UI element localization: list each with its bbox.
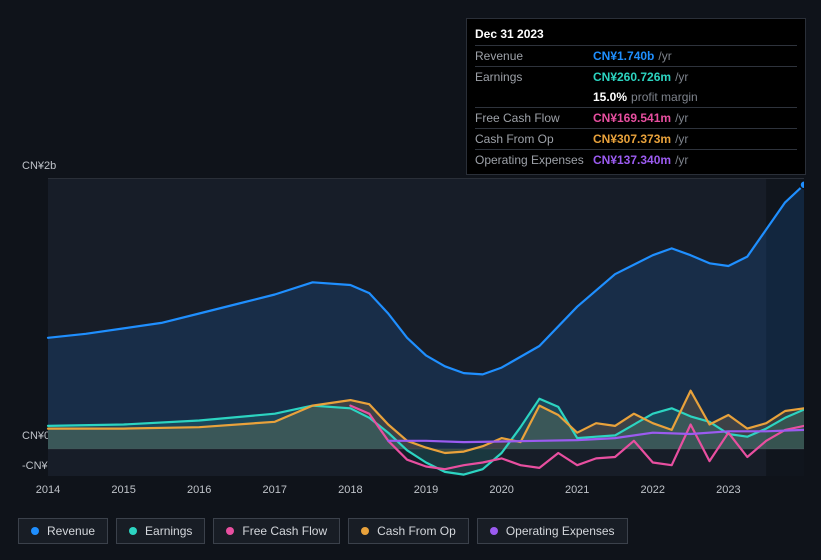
- tooltip-box: Dec 31 2023 RevenueCN¥1.740b/yrEarningsC…: [466, 18, 806, 175]
- tooltip-label: Cash From Op: [475, 132, 593, 146]
- x-axis: 2014 2015 2016 2017 2018 2019 2020 2021 2022 2023: [18, 484, 804, 500]
- x-tick-label: 2018: [338, 484, 362, 496]
- tooltip-label: Earnings: [475, 70, 593, 84]
- tooltip-unit: /yr: [658, 49, 671, 63]
- tooltip-value: 15.0%: [593, 90, 627, 104]
- legend-label: Free Cash Flow: [242, 524, 327, 538]
- legend-label: Cash From Op: [377, 524, 456, 538]
- legend-item[interactable]: Operating Expenses: [477, 518, 628, 544]
- tooltip-value: CN¥307.373m: [593, 132, 671, 146]
- legend-dot-icon: [361, 527, 369, 535]
- tooltip-date: Dec 31 2023: [475, 25, 797, 45]
- tooltip-value: CN¥1.740b: [593, 49, 654, 63]
- tooltip-row: Cash From OpCN¥307.373m/yr: [475, 128, 797, 149]
- tooltip-label: Free Cash Flow: [475, 111, 593, 125]
- tooltip-unit: /yr: [675, 70, 688, 84]
- tooltip-unit: /yr: [675, 132, 688, 146]
- legend-item[interactable]: Earnings: [116, 518, 205, 544]
- tooltip-row: EarningsCN¥260.726m/yr: [475, 66, 797, 87]
- legend-label: Revenue: [47, 524, 95, 538]
- tooltip-label: Operating Expenses: [475, 153, 593, 167]
- legend-label: Earnings: [145, 524, 192, 538]
- legend: Revenue Earnings Free Cash Flow Cash From O…: [18, 518, 628, 544]
- x-tick-label: 2016: [187, 484, 211, 496]
- legend-item[interactable]: Cash From Op: [348, 518, 469, 544]
- legend-item[interactable]: Free Cash Flow: [213, 518, 340, 544]
- tooltip-value: CN¥260.726m: [593, 70, 671, 84]
- x-tick-label: 2019: [414, 484, 438, 496]
- tooltip-row: Operating ExpensesCN¥137.340m/yr: [475, 149, 797, 170]
- legend-label: Operating Expenses: [506, 524, 615, 538]
- x-tick-label: 2023: [716, 484, 740, 496]
- legend-dot-icon: [129, 527, 137, 535]
- chart-area[interactable]: [18, 178, 804, 476]
- x-tick-label: 2022: [641, 484, 665, 496]
- x-tick-label: 2017: [263, 484, 287, 496]
- x-tick-label: 2020: [489, 484, 513, 496]
- tooltip-row: 15.0% profit margin: [475, 87, 797, 107]
- tooltip-value: CN¥169.541m: [593, 111, 671, 125]
- tooltip-unit: /yr: [675, 153, 688, 167]
- tooltip-unit: /yr: [675, 111, 688, 125]
- tooltip-rows: RevenueCN¥1.740b/yrEarningsCN¥260.726m/y…: [475, 45, 797, 170]
- x-tick-label: 2015: [111, 484, 135, 496]
- tooltip-value: CN¥137.340m: [593, 153, 671, 167]
- legend-dot-icon: [490, 527, 498, 535]
- tooltip-row: Free Cash FlowCN¥169.541m/yr: [475, 107, 797, 128]
- tooltip-row: RevenueCN¥1.740b/yr: [475, 45, 797, 66]
- legend-dot-icon: [31, 527, 39, 535]
- x-tick-label: 2014: [36, 484, 60, 496]
- legend-item[interactable]: Revenue: [18, 518, 108, 544]
- y-label-max: CN¥2b: [22, 160, 56, 172]
- legend-dot-icon: [226, 527, 234, 535]
- line-chart: [18, 178, 804, 476]
- tooltip-label: Revenue: [475, 49, 593, 63]
- x-tick-label: 2021: [565, 484, 589, 496]
- tooltip-unit: profit margin: [631, 90, 698, 104]
